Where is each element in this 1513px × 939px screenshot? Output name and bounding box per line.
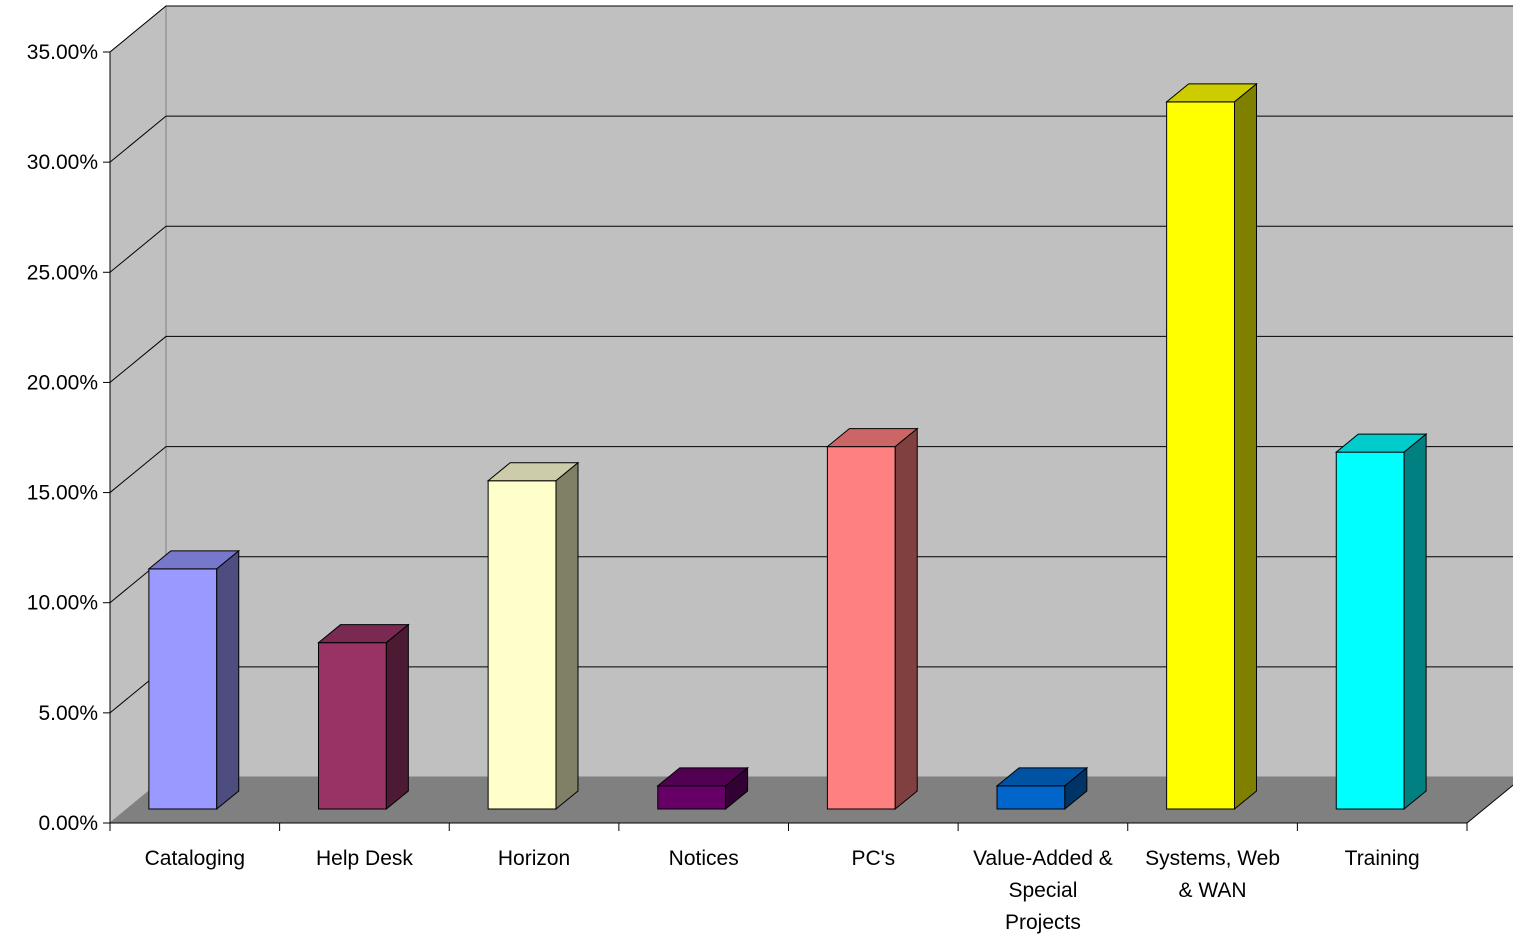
x-category-label: Help Desk [316,847,413,870]
bar-side [725,766,749,811]
gridline [109,335,1513,383]
y-axis-ticks: 0.00% 5.00% 10.00% 15.00% 20.00% 25.00% 30.00%… [27,41,110,835]
bar-front [318,642,387,810]
bar-3 [656,766,750,811]
y-tick-label: 0.00% [38,812,98,835]
bar-side [1233,82,1257,811]
bar-front [826,446,896,810]
bar-6 [1165,82,1258,811]
bar-front [148,568,218,810]
y-tick-label: 15.00% [27,482,98,505]
x-axis-labels: Cataloging Help Desk Horizon Notices PC's Val… [109,823,1468,934]
bar-side [216,549,240,811]
floor-edge [1466,784,1513,824]
x-category-label: Systems, Web [1145,847,1280,870]
bar-front [996,785,1066,810]
bar-front [1166,101,1235,810]
y-tick-label: 25.00% [27,261,98,284]
x-category-label: Projects [1005,911,1081,934]
x-category-label: Cataloging [145,847,245,870]
bar-side [385,623,409,811]
bar-front [657,785,727,810]
x-category-label: & WAN [1179,879,1247,902]
bar-front [1335,451,1405,810]
bar-0 [147,549,241,811]
x-category-label: Special [1008,879,1077,902]
bar-front [487,480,557,810]
y-tick-label: 20.00% [27,371,98,394]
x-category-label: PC's [851,847,895,870]
bar-4 [825,427,919,811]
bars [147,82,1428,811]
y-tick-label: 30.00% [27,151,98,174]
gridlines [109,5,1513,714]
y-tick-label: 5.00% [38,702,98,725]
gridline [109,115,1513,163]
x-category-label: Horizon [498,847,570,870]
bar-7 [1334,433,1428,811]
y-tick-label: 35.00% [27,41,98,64]
x-category-label: Training [1345,847,1420,870]
bar-side [1403,433,1427,811]
x-category-label: Notices [669,847,739,870]
bar-side [894,427,918,811]
floor [110,777,1513,823]
bar-side [1064,766,1088,811]
bar-side [555,461,579,811]
gridline [109,225,1513,273]
bar-1 [317,623,410,811]
x-category-label: Value-Added & [973,847,1113,870]
gridline [109,5,1513,53]
bar-2 [486,461,580,811]
y-tick-label: 10.00% [27,592,98,615]
gridline [109,446,1513,493]
bar-5 [995,766,1089,811]
